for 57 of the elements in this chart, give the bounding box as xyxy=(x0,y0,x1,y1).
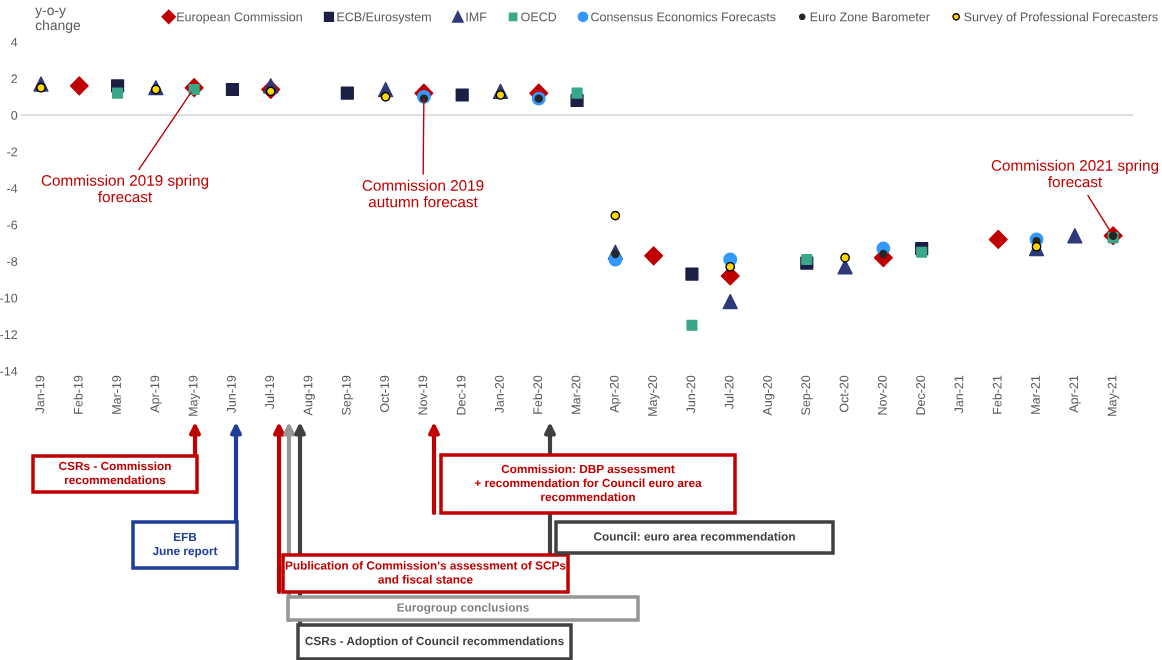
x-tick-label: Sep-20 xyxy=(801,375,813,415)
x-tick-label: Jun-19 xyxy=(226,375,236,414)
x-tick-label: Jun-20 xyxy=(686,375,696,414)
text: Commission: DBP assessment + recommendation for Council euro area recommendation xyxy=(474,464,702,502)
legend-label: IMF xyxy=(466,12,487,22)
y-tick-label: -10 xyxy=(0,293,18,303)
x-tick-label: Apr-20 xyxy=(609,375,622,413)
legend-label: Euro Zone Barometer xyxy=(810,12,930,22)
y-tick-label: -6 xyxy=(7,220,18,230)
x-tick-label: Aug-19 xyxy=(303,375,315,416)
legend-label: OECD xyxy=(521,12,557,22)
legend-label: European Commission xyxy=(177,12,302,24)
x-tick-label: Aug-20 xyxy=(763,375,775,416)
x-tick-label: Jan-21 xyxy=(954,375,964,414)
y-axis-title: y-o-y change xyxy=(35,7,81,33)
text: Eurogroup conclusions xyxy=(397,602,529,615)
legend-label: Consensus Economics Forecasts xyxy=(591,12,776,22)
text: Publication of Commission's assessment of SCPs and fiscal stance xyxy=(285,561,566,584)
x-tick-label: Feb-19 xyxy=(73,375,83,414)
x-tick-label: Jan-20 xyxy=(494,375,504,414)
x-tick-label: Dec-19 xyxy=(456,375,466,415)
y-tick-label: 0 xyxy=(11,110,18,120)
y-tick-label: -8 xyxy=(7,257,18,266)
y-tick-label: -14 xyxy=(0,366,18,376)
y-tick-label: -4 xyxy=(7,184,18,193)
x-tick-label: Feb-20 xyxy=(532,375,543,414)
x-tick-label: Mar-20 xyxy=(571,375,581,414)
x-tick-label: May-21 xyxy=(1107,375,1119,416)
text: EFB June report xyxy=(152,532,218,558)
annotation: Commission 2019 spring forecast xyxy=(41,174,209,203)
legend-label: Survey of Professional Forecasters xyxy=(964,12,1158,24)
y-tick-label: 2 xyxy=(11,74,18,84)
y-tick-label: -2 xyxy=(7,147,18,157)
x-tick-label: Jul-19 xyxy=(264,375,275,410)
x-tick-label: Apr-21 xyxy=(1069,375,1081,413)
x-tick-label: Oct-19 xyxy=(380,375,389,413)
y-tick-label: 4 xyxy=(11,37,18,47)
x-tick-label: Apr-19 xyxy=(150,375,162,413)
x-tick-label: May-19 xyxy=(188,375,200,416)
x-tick-label: Dec-20 xyxy=(916,375,926,415)
x-tick-label: Jan-19 xyxy=(35,375,45,414)
x-tick-label: Nov-20 xyxy=(877,375,887,415)
text: Council: euro area recommendation xyxy=(593,532,795,541)
x-tick-label: May-20 xyxy=(648,375,660,416)
legend-label: ECB/Eurosystem xyxy=(337,12,431,24)
x-tick-label: Mar-21 xyxy=(1031,375,1040,414)
text: CSRs - Adoption of Council recommendations xyxy=(305,636,564,648)
x-tick-label: Mar-19 xyxy=(112,375,121,414)
x-tick-label: Jul-20 xyxy=(724,375,734,410)
annotation: Commission 2021 spring forecast xyxy=(991,159,1159,188)
annotation: Commission 2019 autumn forecast xyxy=(362,179,484,208)
text: CSRs - Commission recommendations xyxy=(59,461,171,485)
y-tick-label: -12 xyxy=(0,330,18,339)
x-tick-label: Feb-21 xyxy=(992,375,1002,414)
x-tick-label: Nov-19 xyxy=(418,375,428,415)
x-tick-label: Sep-19 xyxy=(341,375,354,415)
x-tick-label: Oct-20 xyxy=(839,375,849,413)
